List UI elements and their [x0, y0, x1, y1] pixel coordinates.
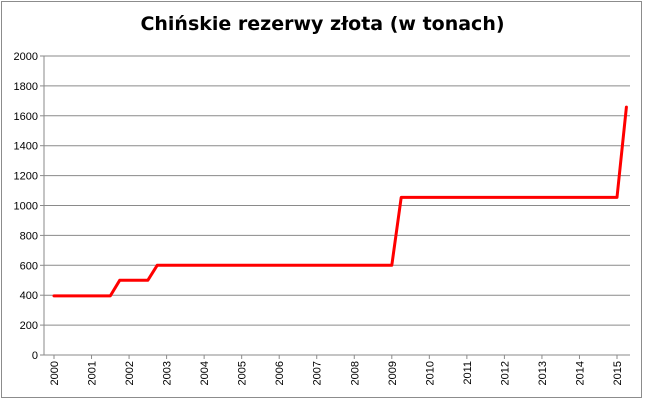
- series-line-0: [52, 105, 628, 298]
- axes: [40, 55, 630, 359]
- x-tick-label: 2007: [312, 361, 324, 385]
- x-tick-label: 2010: [424, 361, 436, 385]
- chart-title: Chińskie rezerwy złota (w tonach): [140, 13, 505, 35]
- y-tick-labels: 0 200 400 600 800 1000 1200 1400 1600 1800 2000: [14, 51, 38, 362]
- x-tick-label: 2001: [87, 361, 99, 385]
- y-tick-label: 1400: [14, 141, 38, 153]
- x-tick-labels: 2000 2001 2002 2003 2004 2005 2006 2007 2008 2009…: [49, 361, 624, 385]
- x-tick-label: 2000: [49, 361, 61, 385]
- y-tick-label: 400: [20, 290, 38, 302]
- y-tick-label: 1600: [14, 111, 38, 123]
- x-tick-label: 2009: [387, 361, 399, 385]
- x-tick-label: 2005: [237, 361, 249, 385]
- y-tick-label: 200: [20, 320, 38, 332]
- x-tick-label: 2008: [349, 361, 361, 385]
- y-tick-label: 1200: [14, 171, 38, 183]
- x-tick-label: 2013: [537, 361, 549, 385]
- y-tick-label: 1000: [14, 201, 38, 213]
- x-tick-label: 2011: [462, 361, 474, 385]
- x-tick-label: 2006: [274, 361, 286, 385]
- gridlines: [44, 55, 630, 326]
- x-tick-label: 2012: [499, 361, 511, 385]
- y-tick-label: 1800: [14, 81, 38, 93]
- y-tick-label: 0: [32, 350, 38, 362]
- x-tick-label: 2003: [162, 361, 174, 385]
- x-tick-label: 2004: [199, 361, 211, 385]
- y-tick-label: 800: [20, 230, 38, 242]
- y-tick-label: 600: [20, 260, 38, 272]
- x-tick-label: 2014: [574, 361, 586, 385]
- x-tick-label: 2002: [124, 361, 136, 385]
- x-tick-label: 2015: [612, 361, 624, 385]
- series-group: [52, 105, 628, 298]
- y-tick-label: 2000: [14, 51, 38, 63]
